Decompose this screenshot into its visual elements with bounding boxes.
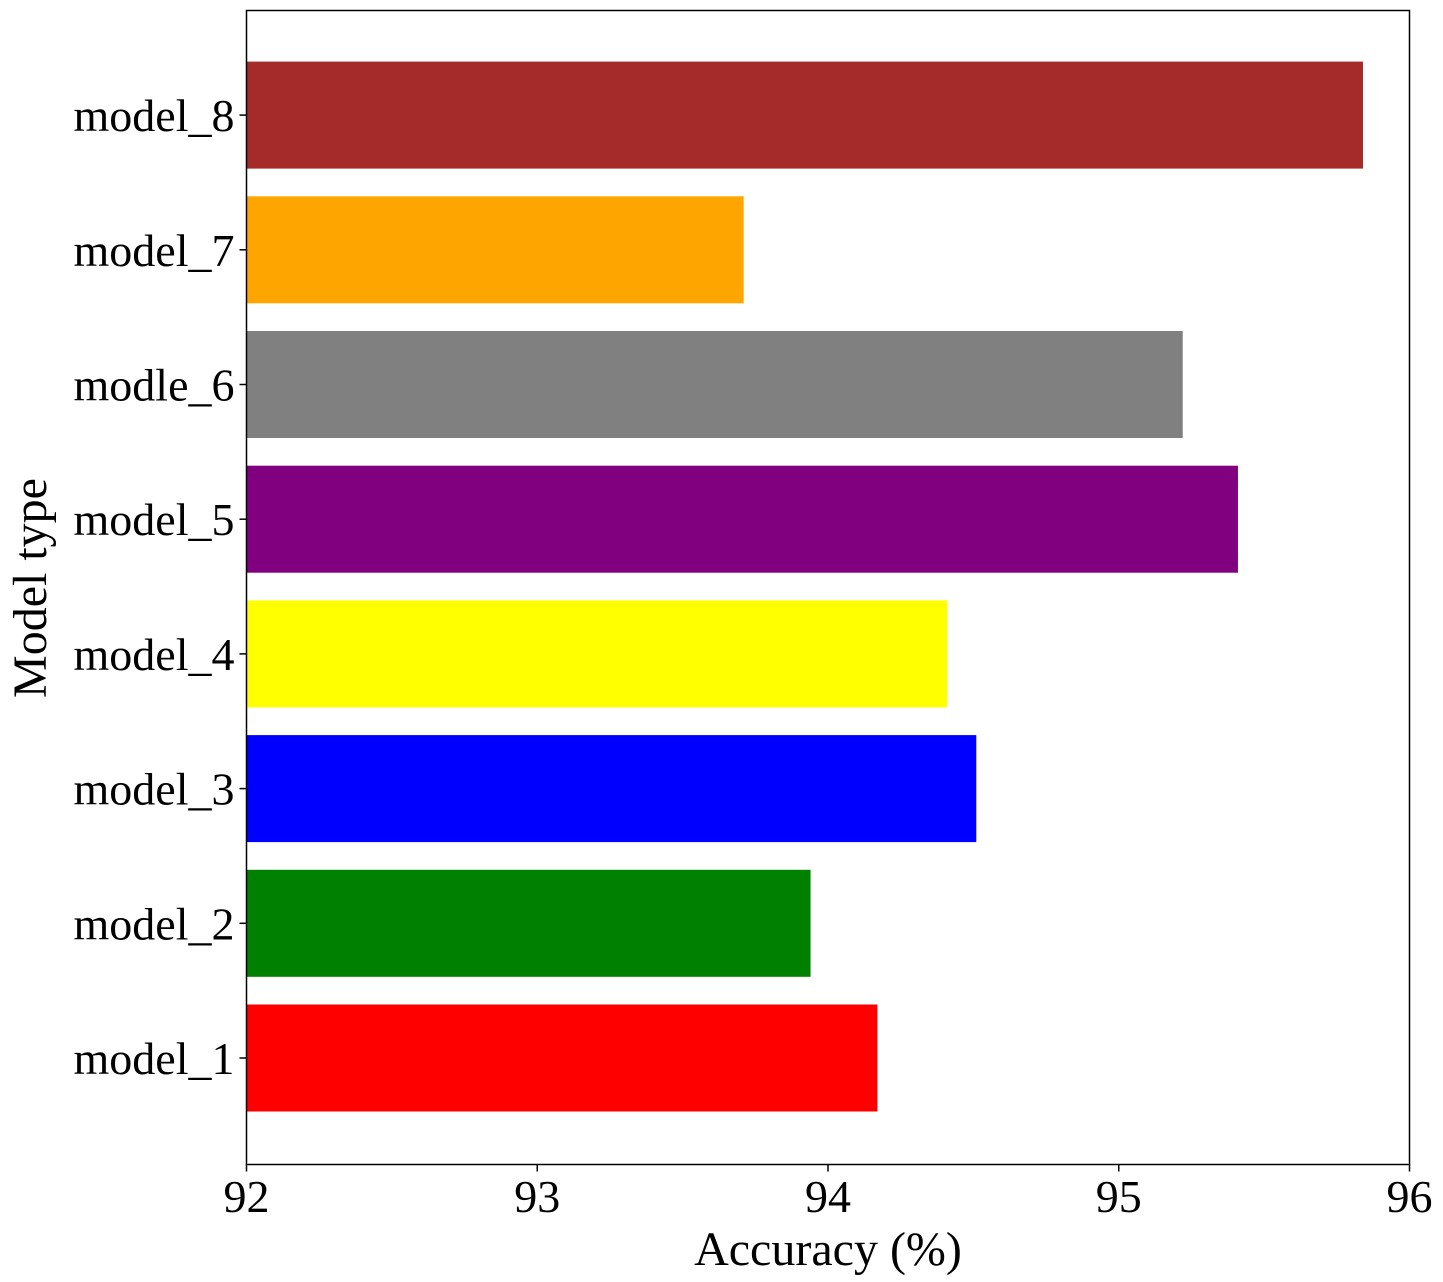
bar-model_2 (246, 869, 811, 977)
bar-model_8 (246, 61, 1363, 169)
bar-model_5 (246, 465, 1238, 573)
y-tick-label: model_5 (74, 494, 235, 545)
bars-group (246, 61, 1363, 1112)
x-axis-label: Accuracy (%) (694, 1223, 962, 1276)
y-tick-label: model_2 (74, 898, 235, 949)
x-tick-label: 93 (514, 1171, 560, 1222)
bar-model_3 (246, 735, 977, 843)
bar-model_4 (246, 600, 948, 708)
y-axis-label: Model type (4, 478, 57, 698)
y-tick-label: modle_6 (74, 360, 235, 411)
y-tick-label: model_8 (74, 90, 235, 141)
y-axis-ticks: model_1 model_2 model_3 model_4 model_5 modle… (74, 90, 247, 1084)
bar-modle_6 (246, 331, 1183, 438)
x-tick-label: 95 (1096, 1171, 1142, 1222)
x-tick-label: 92 (224, 1171, 270, 1222)
x-tick-label: 96 (1387, 1171, 1433, 1222)
y-tick-label: model_7 (74, 225, 235, 276)
x-tick-label: 94 (805, 1171, 851, 1222)
x-axis-ticks: 92 93 94 95 96 (224, 1164, 1433, 1222)
y-tick-label: model_3 (74, 764, 235, 815)
y-tick-label: model_4 (74, 629, 235, 680)
bar-model_1 (246, 1004, 878, 1112)
plot-frame (245, 9, 1411, 1166)
bar-model_7 (246, 196, 744, 304)
y-tick-label: model_1 (74, 1033, 235, 1084)
